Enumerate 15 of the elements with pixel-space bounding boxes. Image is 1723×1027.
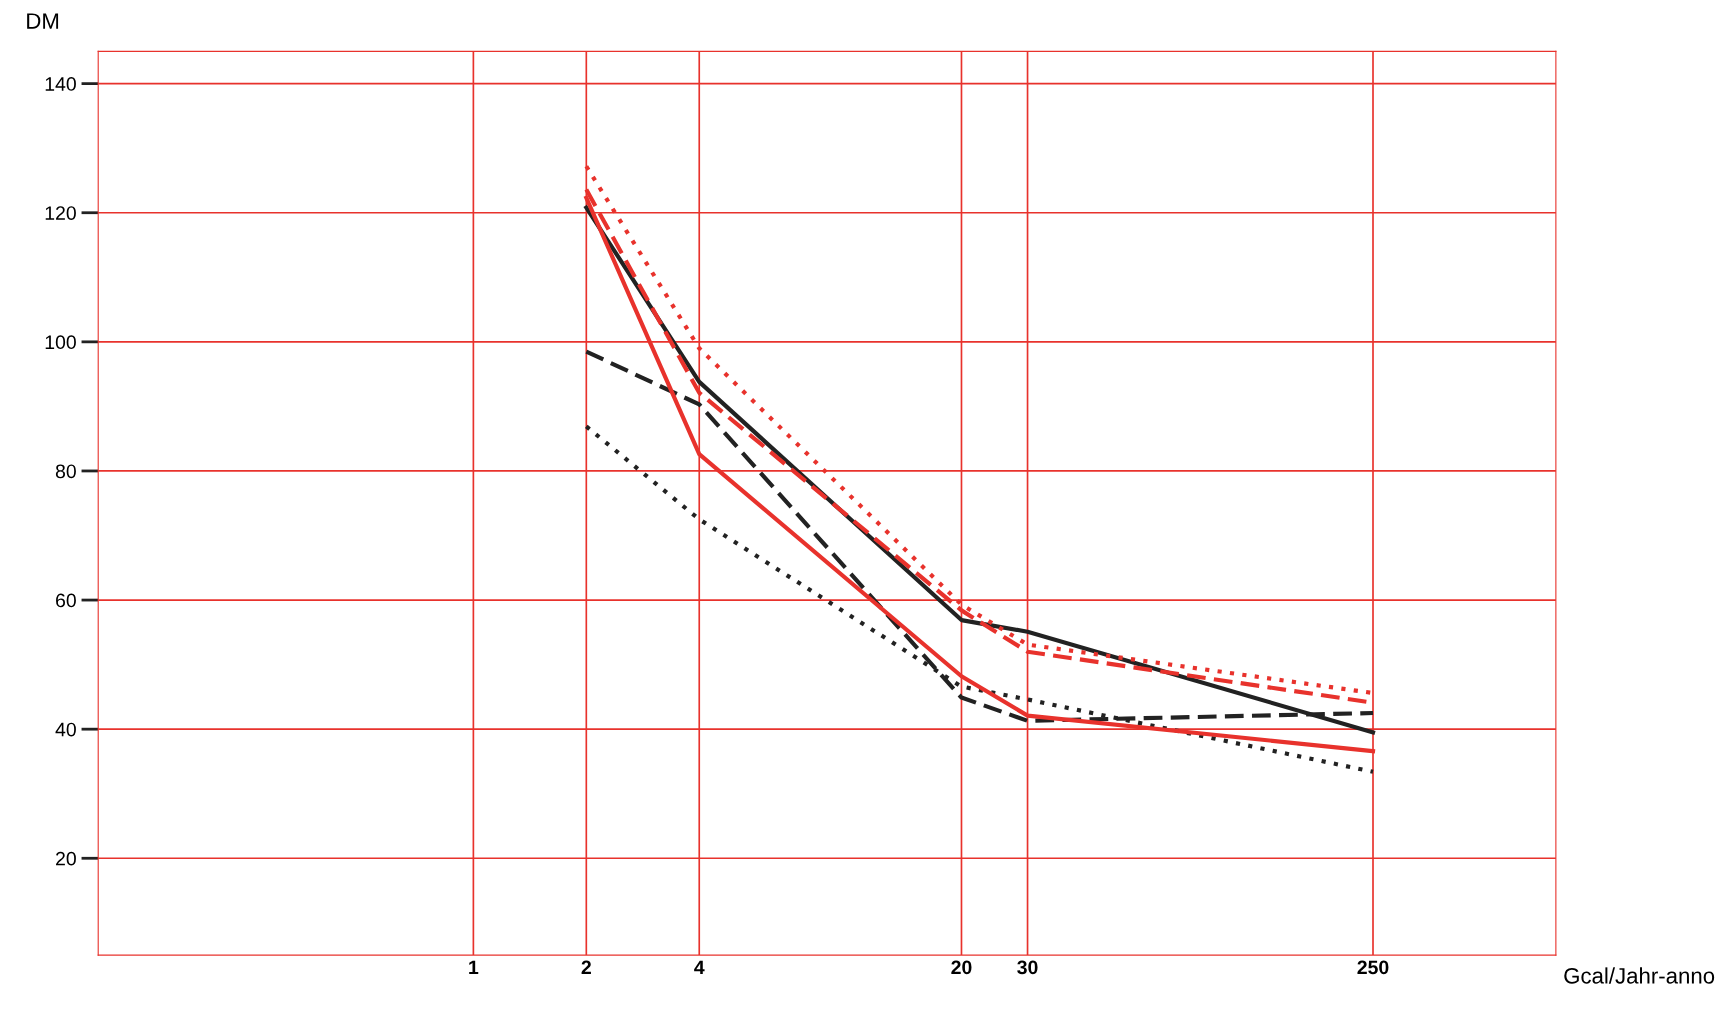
y-tick-label: 40	[55, 722, 76, 737]
x-axis-title: Gcal/Jahr-anno	[1564, 967, 1715, 984]
x-tick-label: 1	[469, 960, 479, 975]
x-tick-label: 4	[694, 960, 705, 975]
y-tick-label: 80	[55, 464, 76, 479]
y-axis-title: DM	[27, 13, 59, 29]
x-tick-label: 250	[1357, 960, 1389, 975]
y-tick-label: 20	[56, 851, 76, 866]
x-tick-label: 20	[951, 960, 972, 975]
y-tick-label: 140	[45, 77, 76, 91]
x-tick-label: 2	[581, 960, 591, 975]
x-tick-label: 30	[1017, 960, 1038, 975]
y-tick-label: 120	[45, 206, 76, 220]
y-tick-label: 100	[45, 335, 76, 350]
y-tick-label: 60	[56, 593, 76, 608]
